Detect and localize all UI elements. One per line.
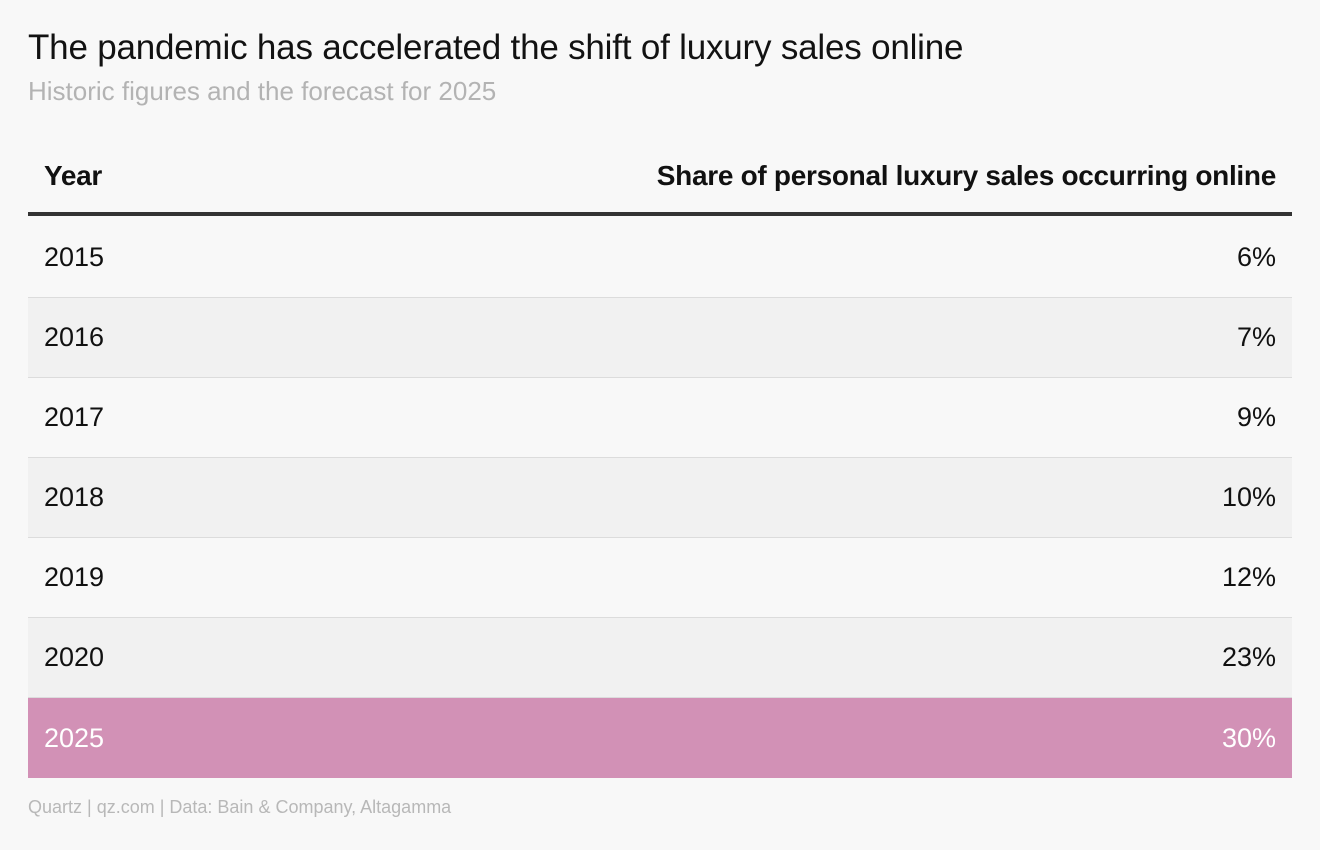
cell-year: 2025 <box>44 722 105 753</box>
column-header-year: Year <box>44 160 102 191</box>
table-row: 2017 9% <box>28 378 1292 458</box>
chart-title: The pandemic has accelerated the shift o… <box>28 28 964 67</box>
table-row: 2015 6% <box>28 218 1292 298</box>
table-body: 2015 6% 2016 7% 2017 9% 2018 10% 2019 12% 2020 23% 2… <box>28 218 1292 778</box>
cell-year: 2020 <box>44 642 105 672</box>
cell-share: 7% <box>1236 322 1276 352</box>
cell-share: 6% <box>1236 242 1276 272</box>
table-row: 2019 12% <box>28 538 1292 618</box>
table-row: 2020 23% <box>28 618 1292 698</box>
cell-year: 2015 <box>44 242 105 272</box>
cell-share: 30% <box>1221 722 1276 753</box>
cell-share: 9% <box>1236 402 1276 432</box>
column-header-share: Share of personal luxury sales occurring… <box>656 160 1277 191</box>
table-header: Year Share of personal luxury sales occu… <box>28 140 1292 216</box>
table-row: 2016 7% <box>28 298 1292 378</box>
data-table: Year Share of personal luxury sales occu… <box>28 140 1292 778</box>
source-credit: Quartz | qz.com | Data: Bain & Company, … <box>28 797 452 817</box>
cell-share: 23% <box>1221 642 1276 672</box>
table-row: 2018 10% <box>28 458 1292 538</box>
cell-year: 2019 <box>44 562 105 592</box>
cell-year: 2016 <box>44 322 105 352</box>
cell-share: 10% <box>1221 482 1276 512</box>
cell-year: 2018 <box>44 482 105 512</box>
cell-year: 2017 <box>44 402 105 432</box>
cell-share: 12% <box>1221 562 1276 592</box>
table-row-highlighted: 2025 30% <box>28 698 1292 778</box>
chart-subtitle: Historic figures and the forecast for 20… <box>28 76 497 106</box>
